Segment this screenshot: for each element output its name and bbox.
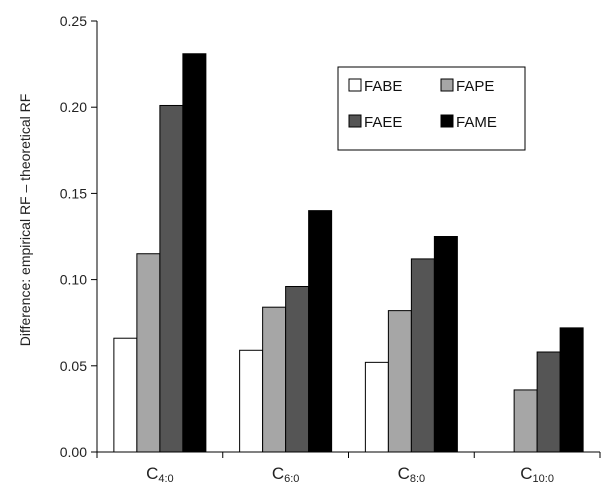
bar-fabe-0 bbox=[113, 337, 138, 453]
plot-area bbox=[113, 53, 584, 453]
x-tick-label-main: C bbox=[272, 464, 284, 483]
legend-swatch-fape bbox=[440, 78, 454, 92]
bar-fame-0 bbox=[182, 53, 207, 453]
bar-fame-1 bbox=[308, 210, 333, 453]
legend-swatch-fame bbox=[440, 114, 454, 128]
x-tick-label: C6:0 bbox=[272, 464, 300, 485]
x-tick-label-sub: 10:0 bbox=[533, 473, 554, 485]
x-tick-label-sub: 6:0 bbox=[284, 473, 299, 485]
bar-fabe-2 bbox=[364, 361, 389, 453]
bar-fape-3 bbox=[513, 389, 538, 453]
y-axis: 0.00 0.05 0.10 0.15 0.20 0.25 bbox=[60, 13, 98, 460]
legend-label-fabe: FABE bbox=[364, 78, 402, 95]
y-tick-label: 0.15 bbox=[60, 185, 87, 201]
x-axis: C4:0 C6:0 C8:0 C10:0 bbox=[96, 451, 601, 485]
legend-box bbox=[337, 66, 526, 151]
x-tick-label-main: C bbox=[520, 464, 532, 483]
x-tick-label: C4:0 bbox=[146, 464, 174, 485]
bar-faee-3 bbox=[536, 351, 561, 453]
x-tick-label-sub: 4:0 bbox=[158, 473, 173, 485]
y-tick-label: 0.05 bbox=[60, 358, 87, 374]
y-tick-label: 0.10 bbox=[60, 272, 87, 288]
bar-fabe-1 bbox=[239, 349, 264, 453]
x-tick-label-sub: 8:0 bbox=[410, 473, 425, 485]
bar-faee-0 bbox=[159, 104, 184, 453]
legend: FABE FAPE FAEE FAME bbox=[337, 66, 526, 151]
bar-fape-1 bbox=[262, 306, 287, 453]
bar-fame-3 bbox=[559, 327, 584, 453]
x-tick-label: C8:0 bbox=[398, 464, 426, 485]
y-tick-label: 0.25 bbox=[60, 13, 87, 29]
y-tick-label: 0.00 bbox=[60, 444, 87, 460]
legend-label-fame: FAME bbox=[456, 114, 497, 131]
bar-fape-0 bbox=[136, 253, 161, 453]
bar-faee-1 bbox=[285, 285, 310, 453]
x-tick-label: C10:0 bbox=[520, 464, 554, 485]
y-tick-label: 0.20 bbox=[60, 99, 87, 115]
bar-fape-2 bbox=[387, 310, 412, 453]
legend-swatch-faee bbox=[348, 114, 362, 128]
legend-label-fape: FAPE bbox=[456, 78, 494, 95]
bar-faee-2 bbox=[410, 258, 435, 453]
x-tick-label-main: C bbox=[398, 464, 410, 483]
legend-swatch-fabe bbox=[348, 78, 362, 92]
y-axis-title: Difference: empirical RF – theoretical R… bbox=[17, 94, 33, 347]
bar-fame-2 bbox=[433, 236, 458, 453]
legend-label-faee: FAEE bbox=[364, 114, 402, 131]
x-tick-label-main: C bbox=[146, 464, 158, 483]
